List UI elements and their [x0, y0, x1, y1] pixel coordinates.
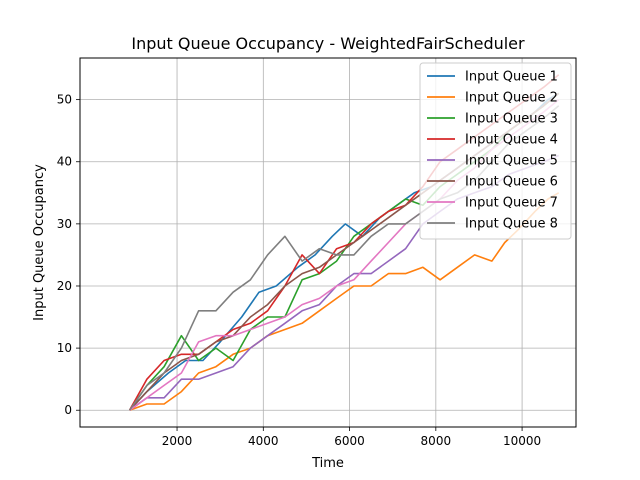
legend-box [419, 62, 572, 240]
y-tick-label: 50 [57, 93, 72, 107]
x-tick-label: 6000 [334, 434, 365, 448]
legend-label: Input Queue 8 [465, 217, 558, 232]
legend-label: Input Queue 1 [465, 70, 558, 85]
x-tick-label: 8000 [421, 434, 452, 448]
x-tick-label: 2000 [162, 434, 193, 448]
plot-frame [79, 57, 577, 428]
x-tick-label: 4000 [248, 434, 279, 448]
y-tick-label: 30 [57, 217, 72, 231]
legend-label: Input Queue 6 [465, 175, 558, 190]
legend: Input Queue 1 Input Queue 2 Input Queue 3 I… [419, 62, 572, 240]
chart-title: Input Queue Occupancy - WeightedFairSche… [131, 34, 525, 53]
y-tick-label: 20 [57, 279, 72, 293]
legend-label: Input Queue 2 [465, 91, 558, 106]
axes: 2000 4000 6000 8000 10000 0 10 20 30 40 50 [57, 93, 541, 448]
y-tick-label: 10 [57, 341, 72, 355]
legend-label: Input Queue 4 [465, 133, 558, 148]
y-axis-label: Input Queue Occupancy [32, 164, 47, 321]
x-axis-label: Time [311, 456, 344, 471]
legend-label: Input Queue 7 [465, 196, 558, 211]
y-tick-label: 40 [57, 155, 72, 169]
x-tick-label: 10000 [503, 434, 541, 448]
y-tick-label: 0 [64, 403, 72, 417]
legend-label: Input Queue 3 [465, 112, 558, 127]
legend-label: Input Queue 5 [465, 154, 558, 169]
series-line-2 [129, 192, 560, 411]
